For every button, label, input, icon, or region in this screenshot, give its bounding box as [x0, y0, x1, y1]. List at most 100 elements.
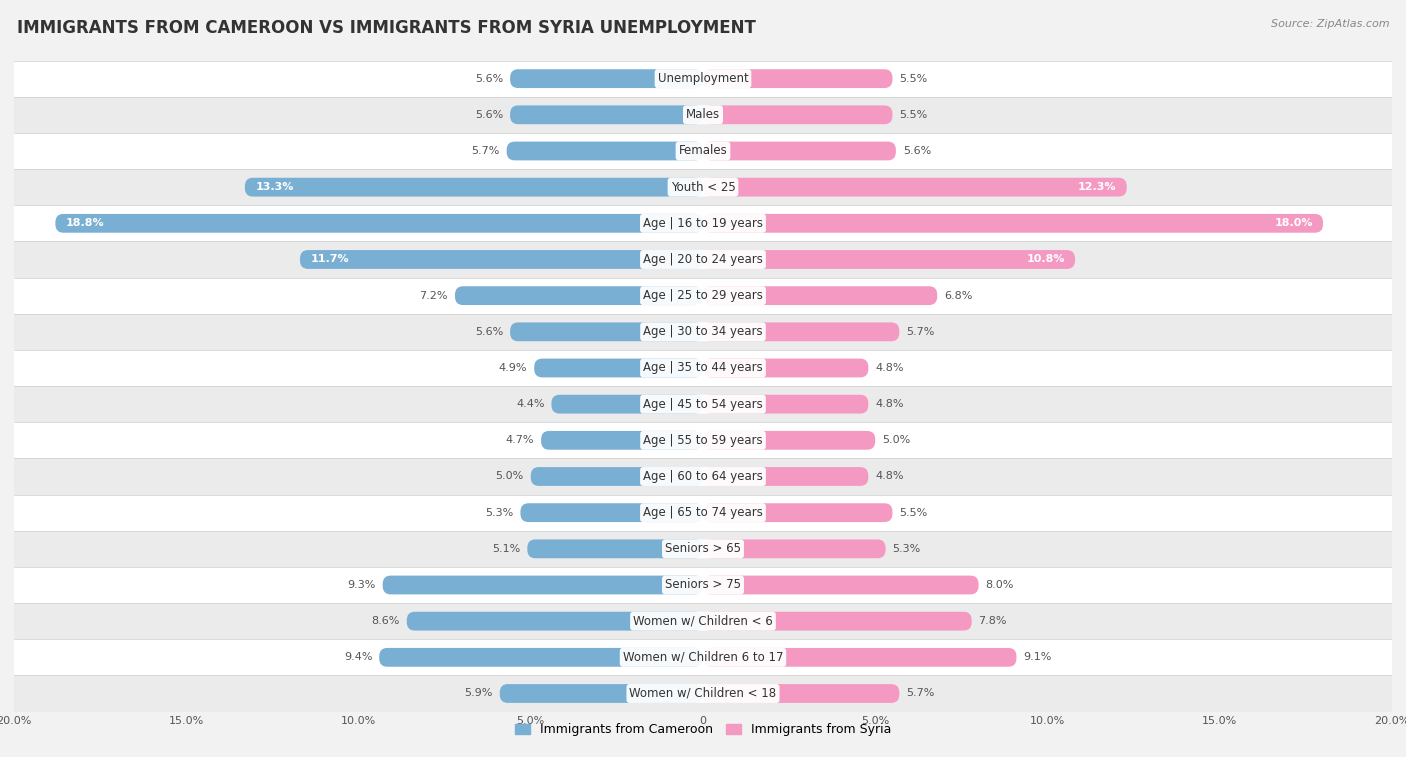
Text: 5.9%: 5.9% [464, 689, 494, 699]
Bar [14, 675, 1392, 712]
Text: 4.9%: 4.9% [499, 363, 527, 373]
Bar [510, 105, 703, 124]
Bar [456, 286, 703, 305]
Text: Seniors > 75: Seniors > 75 [665, 578, 741, 591]
Text: 5.6%: 5.6% [903, 146, 931, 156]
Bar [14, 133, 1392, 169]
Text: IMMIGRANTS FROM CAMEROON VS IMMIGRANTS FROM SYRIA UNEMPLOYMENT: IMMIGRANTS FROM CAMEROON VS IMMIGRANTS F… [17, 19, 756, 37]
Bar [703, 394, 869, 413]
FancyBboxPatch shape [499, 684, 703, 703]
Text: 5.6%: 5.6% [475, 327, 503, 337]
Text: 5.1%: 5.1% [492, 544, 520, 554]
Bar [14, 567, 1392, 603]
FancyBboxPatch shape [703, 394, 869, 413]
Text: 5.0%: 5.0% [882, 435, 910, 445]
Text: 18.8%: 18.8% [66, 218, 104, 229]
Bar [703, 105, 893, 124]
Text: 4.4%: 4.4% [516, 399, 544, 409]
Bar [703, 467, 869, 486]
Bar [703, 142, 896, 160]
FancyBboxPatch shape [527, 540, 703, 558]
Text: Women w/ Children < 6: Women w/ Children < 6 [633, 615, 773, 628]
Text: Age | 55 to 59 years: Age | 55 to 59 years [643, 434, 763, 447]
FancyBboxPatch shape [703, 503, 893, 522]
Bar [14, 639, 1392, 675]
Bar [14, 97, 1392, 133]
Bar [14, 61, 1392, 97]
FancyBboxPatch shape [534, 359, 703, 378]
Bar [14, 205, 1392, 241]
Text: 4.8%: 4.8% [875, 472, 904, 481]
Text: 5.7%: 5.7% [907, 689, 935, 699]
Text: 4.8%: 4.8% [875, 399, 904, 409]
FancyBboxPatch shape [703, 467, 869, 486]
Bar [14, 241, 1392, 278]
Text: Age | 45 to 54 years: Age | 45 to 54 years [643, 397, 763, 410]
Bar [703, 214, 1323, 232]
Bar [703, 250, 1076, 269]
Text: 8.6%: 8.6% [371, 616, 399, 626]
Text: 5.0%: 5.0% [496, 472, 524, 481]
Bar [703, 684, 900, 703]
FancyBboxPatch shape [703, 648, 1017, 667]
FancyBboxPatch shape [510, 322, 703, 341]
Bar [703, 359, 869, 378]
Bar [499, 684, 703, 703]
Bar [541, 431, 703, 450]
FancyBboxPatch shape [382, 575, 703, 594]
Text: 5.3%: 5.3% [485, 508, 513, 518]
Text: 7.8%: 7.8% [979, 616, 1007, 626]
FancyBboxPatch shape [541, 431, 703, 450]
Bar [14, 494, 1392, 531]
Text: 9.3%: 9.3% [347, 580, 375, 590]
Text: Age | 20 to 24 years: Age | 20 to 24 years [643, 253, 763, 266]
Bar [14, 313, 1392, 350]
Text: 18.0%: 18.0% [1274, 218, 1313, 229]
Text: 9.4%: 9.4% [344, 653, 373, 662]
FancyBboxPatch shape [703, 431, 875, 450]
Bar [14, 531, 1392, 567]
FancyBboxPatch shape [456, 286, 703, 305]
Bar [406, 612, 703, 631]
FancyBboxPatch shape [510, 105, 703, 124]
FancyBboxPatch shape [703, 612, 972, 631]
Bar [245, 178, 703, 197]
Text: 5.5%: 5.5% [900, 73, 928, 83]
Bar [55, 214, 703, 232]
Bar [703, 575, 979, 594]
Bar [531, 467, 703, 486]
Bar [14, 169, 1392, 205]
Bar [703, 431, 875, 450]
Text: 4.8%: 4.8% [875, 363, 904, 373]
FancyBboxPatch shape [703, 684, 900, 703]
FancyBboxPatch shape [551, 394, 703, 413]
Text: 5.5%: 5.5% [900, 110, 928, 120]
FancyBboxPatch shape [299, 250, 703, 269]
Text: Age | 60 to 64 years: Age | 60 to 64 years [643, 470, 763, 483]
Text: Seniors > 65: Seniors > 65 [665, 542, 741, 556]
Bar [520, 503, 703, 522]
Bar [382, 575, 703, 594]
FancyBboxPatch shape [506, 142, 703, 160]
FancyBboxPatch shape [703, 69, 893, 88]
Bar [551, 394, 703, 413]
Text: 7.2%: 7.2% [419, 291, 449, 301]
FancyBboxPatch shape [380, 648, 703, 667]
Text: Males: Males [686, 108, 720, 121]
FancyBboxPatch shape [703, 178, 1126, 197]
Text: Youth < 25: Youth < 25 [671, 181, 735, 194]
Text: Women w/ Children < 18: Women w/ Children < 18 [630, 687, 776, 700]
Bar [510, 69, 703, 88]
Bar [703, 540, 886, 558]
FancyBboxPatch shape [510, 69, 703, 88]
FancyBboxPatch shape [703, 575, 979, 594]
FancyBboxPatch shape [703, 286, 938, 305]
Bar [703, 69, 893, 88]
Bar [703, 648, 1017, 667]
Text: 10.8%: 10.8% [1026, 254, 1064, 264]
FancyBboxPatch shape [406, 612, 703, 631]
Legend: Immigrants from Cameroon, Immigrants from Syria: Immigrants from Cameroon, Immigrants fro… [510, 718, 896, 741]
Bar [14, 278, 1392, 313]
FancyBboxPatch shape [703, 359, 869, 378]
Bar [703, 178, 1126, 197]
